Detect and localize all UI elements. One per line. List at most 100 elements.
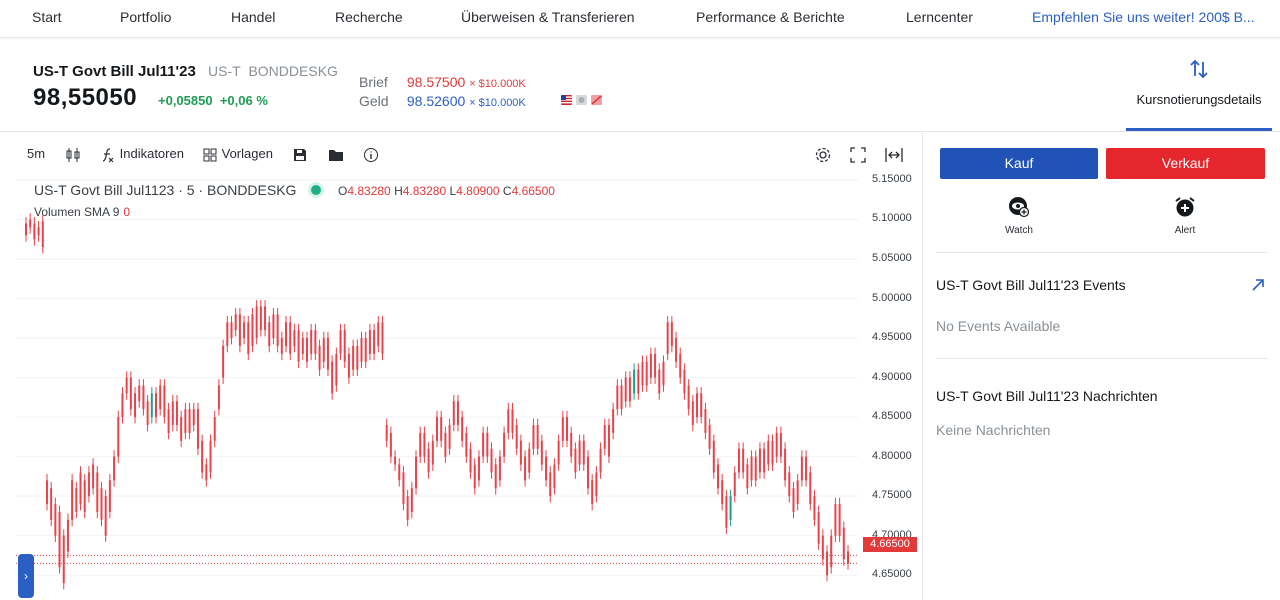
top-navigation: Start Portfolio Handel Recherche Überwei…	[0, 0, 1280, 38]
candle-body	[318, 345, 321, 370]
candle-body	[293, 330, 296, 346]
candle-body	[83, 480, 86, 512]
nav-transfer[interactable]: Überweisen & Transferieren	[461, 9, 635, 25]
candle-body	[683, 369, 686, 394]
candle-body	[712, 440, 715, 473]
events-open-link[interactable]	[1251, 278, 1265, 297]
candle-body	[842, 527, 845, 560]
candle-body	[163, 385, 166, 418]
header-divider	[0, 131, 1280, 132]
watch-button[interactable]: Watch	[994, 196, 1044, 236]
candle-body	[498, 456, 501, 481]
fit-width-button[interactable]	[885, 146, 903, 163]
candle-body	[113, 456, 116, 481]
candle-body	[465, 432, 468, 457]
sell-button[interactable]: Verkauf	[1106, 148, 1265, 179]
nav-lerncenter[interactable]: Lerncenter	[906, 9, 973, 25]
live-status-indicator	[311, 185, 321, 195]
candle-body	[767, 440, 770, 465]
candle-body	[108, 480, 111, 512]
market-status-icon	[576, 95, 587, 105]
save-layout-button[interactable]	[292, 146, 308, 163]
bid-quote: Geld 98.52600 × $10.000K	[359, 93, 526, 109]
price-axis-label: 5.00000	[872, 291, 912, 304]
last-price-tag: 4.66500	[863, 537, 917, 552]
candle-body	[716, 464, 719, 489]
candle-body	[280, 338, 283, 354]
candle-body	[578, 440, 581, 465]
alert-button[interactable]: Alert	[1160, 196, 1210, 236]
nav-performance[interactable]: Performance & Berichte	[696, 9, 845, 25]
candlestick-icon	[66, 147, 80, 162]
price-chart[interactable]	[16, 176, 858, 600]
candle-body	[289, 322, 292, 354]
candle-body	[356, 345, 359, 370]
candle-type-button[interactable]	[65, 146, 81, 163]
candle-body	[847, 551, 849, 564]
candle-body	[658, 369, 661, 394]
candle-body	[37, 227, 40, 236]
nav-referral-promo[interactable]: Empfehlen Sie uns weiter! 200$ B...	[1032, 9, 1255, 25]
candle-body	[582, 440, 585, 465]
candle-body	[830, 535, 833, 568]
candle-body	[58, 511, 61, 568]
candle-body	[696, 393, 699, 418]
chart-settings-button[interactable]	[814, 146, 832, 164]
low-label: L	[449, 184, 457, 198]
fullscreen-button[interactable]	[850, 146, 866, 163]
candle-body	[758, 448, 761, 473]
candle-body	[394, 456, 397, 465]
buy-button[interactable]: Kauf	[940, 148, 1098, 179]
candle-body	[96, 472, 99, 512]
open-layout-button[interactable]	[328, 146, 344, 163]
ask-quote: Brief 98.57500 × $10.000K	[359, 74, 526, 90]
fullscreen-icon	[850, 146, 866, 163]
candle-body	[377, 322, 380, 346]
ask-price: 98.57500	[406, 74, 466, 90]
nav-handel[interactable]: Handel	[231, 9, 276, 25]
us-flag-icon	[561, 95, 572, 105]
expand-drawing-toolbar[interactable]: ›	[18, 554, 34, 598]
candle-body	[331, 361, 334, 394]
candle-body	[201, 440, 204, 473]
candle-body	[385, 425, 388, 441]
candle-body	[775, 432, 778, 457]
candle-body	[192, 409, 195, 425]
candle-body	[125, 377, 128, 394]
candle-body	[645, 361, 648, 386]
candle-body	[763, 448, 766, 473]
candle-body	[415, 456, 418, 489]
nav-portfolio[interactable]: Portfolio	[120, 9, 172, 25]
candle-body	[666, 322, 669, 354]
nav-recherche[interactable]: Recherche	[335, 9, 403, 25]
arrow-up-right-icon	[1252, 279, 1264, 291]
candle-body	[633, 369, 636, 394]
panel-divider	[922, 132, 923, 600]
ask-label: Brief	[359, 74, 388, 90]
candle-body	[54, 504, 57, 536]
candle-body	[490, 448, 493, 473]
candle-body	[419, 432, 422, 457]
candle-body	[628, 377, 631, 402]
indicators-button[interactable]: Indikatoren	[100, 146, 184, 163]
candle-body	[222, 345, 225, 378]
candle-body	[805, 456, 808, 481]
info-button[interactable]	[363, 146, 379, 163]
candle-body	[507, 409, 510, 433]
candle-body	[243, 322, 246, 339]
chart-symbol-title: US-T Govt Bill Jul1123 · 5 · BONDDESKG	[34, 182, 297, 198]
info-icon	[364, 147, 378, 162]
nav-start[interactable]: Start	[32, 9, 62, 25]
candle-body	[368, 330, 371, 354]
interval-selector[interactable]: 5m	[27, 146, 46, 161]
price-axis-label: 5.05000	[872, 252, 912, 264]
templates-button[interactable]: Vorlagen	[202, 146, 273, 163]
candle-body	[821, 535, 824, 560]
candle-body	[117, 417, 120, 457]
candle-body	[771, 440, 774, 465]
tab-quote-details[interactable]: Kursnotierungsdetails	[1126, 56, 1272, 131]
candle-body	[779, 432, 782, 457]
fit-width-icon	[885, 147, 903, 162]
section-divider	[936, 252, 1268, 253]
candle-body	[742, 448, 745, 473]
